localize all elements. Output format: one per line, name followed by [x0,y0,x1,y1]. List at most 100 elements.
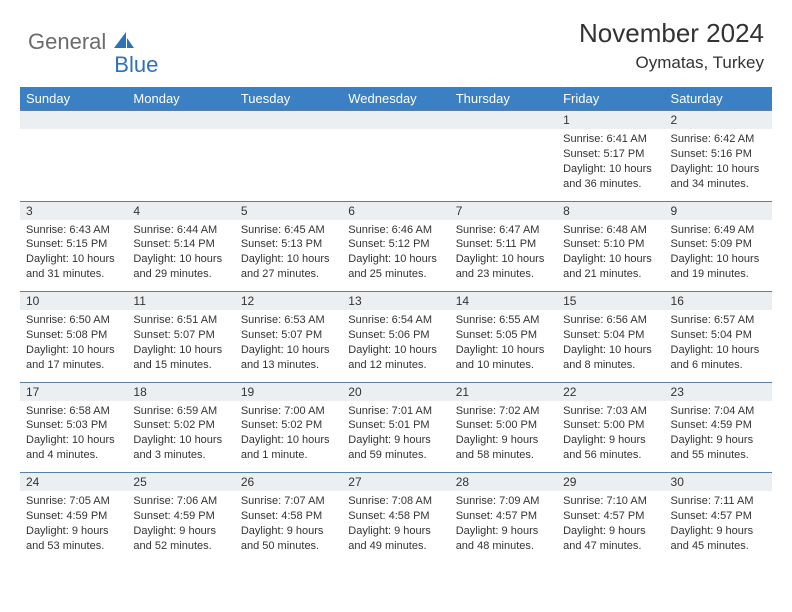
sunrise-text: Sunrise: 6:51 AM [133,313,228,328]
day-number-cell: 19 [235,382,342,401]
day-number-row: 17181920212223 [20,382,772,401]
logo-text-general: General [28,29,106,55]
day-number-cell: 8 [557,201,664,220]
sunset-text: Sunset: 5:02 PM [241,418,336,433]
sunrise-text: Sunrise: 6:57 AM [671,313,766,328]
daylight-text: Daylight: 10 hours and 6 minutes. [671,343,766,373]
daylight-text: Daylight: 10 hours and 4 minutes. [26,433,121,463]
day-content-cell [450,129,557,201]
sunset-text: Sunset: 5:07 PM [241,328,336,343]
day-number-cell: 4 [127,201,234,220]
sunset-text: Sunset: 4:57 PM [456,509,551,524]
sunrise-text: Sunrise: 7:01 AM [348,404,443,419]
day-content-cell: Sunrise: 6:54 AMSunset: 5:06 PMDaylight:… [342,310,449,382]
day-content-cell: Sunrise: 6:53 AMSunset: 5:07 PMDaylight:… [235,310,342,382]
day-number-cell: 30 [665,473,772,492]
sunset-text: Sunset: 5:13 PM [241,237,336,252]
sunrise-text: Sunrise: 7:03 AM [563,404,658,419]
day-content-cell: Sunrise: 6:44 AMSunset: 5:14 PMDaylight:… [127,220,234,292]
daylight-text: Daylight: 9 hours and 50 minutes. [241,524,336,554]
day-content-cell [342,129,449,201]
day-content-cell: Sunrise: 6:46 AMSunset: 5:12 PMDaylight:… [342,220,449,292]
day-content-cell: Sunrise: 6:43 AMSunset: 5:15 PMDaylight:… [20,220,127,292]
daylight-text: Daylight: 9 hours and 58 minutes. [456,433,551,463]
daylight-text: Daylight: 10 hours and 23 minutes. [456,252,551,282]
sunset-text: Sunset: 5:10 PM [563,237,658,252]
daylight-text: Daylight: 10 hours and 10 minutes. [456,343,551,373]
sunrise-text: Sunrise: 7:02 AM [456,404,551,419]
day-number-cell: 24 [20,473,127,492]
daylight-text: Daylight: 9 hours and 49 minutes. [348,524,443,554]
day-content-cell: Sunrise: 6:55 AMSunset: 5:05 PMDaylight:… [450,310,557,382]
daylight-text: Daylight: 9 hours and 59 minutes. [348,433,443,463]
day-number-cell: 9 [665,201,772,220]
sunset-text: Sunset: 5:16 PM [671,147,766,162]
sunrise-text: Sunrise: 6:54 AM [348,313,443,328]
sunrise-text: Sunrise: 6:48 AM [563,223,658,238]
sunrise-text: Sunrise: 6:53 AM [241,313,336,328]
daylight-text: Daylight: 10 hours and 25 minutes. [348,252,443,282]
daylight-text: Daylight: 10 hours and 19 minutes. [671,252,766,282]
sunset-text: Sunset: 5:02 PM [133,418,228,433]
day-content-cell: Sunrise: 6:47 AMSunset: 5:11 PMDaylight:… [450,220,557,292]
day-number-row: 3456789 [20,201,772,220]
sunset-text: Sunset: 5:05 PM [456,328,551,343]
weekday-header: Sunday [20,87,127,111]
sunrise-text: Sunrise: 7:11 AM [671,494,766,509]
day-content-cell: Sunrise: 6:48 AMSunset: 5:10 PMDaylight:… [557,220,664,292]
day-content-cell: Sunrise: 6:58 AMSunset: 5:03 PMDaylight:… [20,401,127,473]
sunset-text: Sunset: 4:58 PM [348,509,443,524]
sunset-text: Sunset: 5:07 PM [133,328,228,343]
daylight-text: Daylight: 10 hours and 34 minutes. [671,162,766,192]
day-number-cell: 21 [450,382,557,401]
sunset-text: Sunset: 5:12 PM [348,237,443,252]
daylight-text: Daylight: 9 hours and 55 minutes. [671,433,766,463]
sunrise-text: Sunrise: 7:05 AM [26,494,121,509]
day-number-cell: 11 [127,292,234,311]
day-number-row: 10111213141516 [20,292,772,311]
location: Oymatas, Turkey [579,53,764,73]
day-number-cell [127,111,234,130]
sunset-text: Sunset: 5:09 PM [671,237,766,252]
daylight-text: Daylight: 10 hours and 29 minutes. [133,252,228,282]
day-content-cell: Sunrise: 6:50 AMSunset: 5:08 PMDaylight:… [20,310,127,382]
sunset-text: Sunset: 5:08 PM [26,328,121,343]
day-number-cell [450,111,557,130]
day-content-row: Sunrise: 6:58 AMSunset: 5:03 PMDaylight:… [20,401,772,473]
sunrise-text: Sunrise: 7:04 AM [671,404,766,419]
daylight-text: Daylight: 10 hours and 13 minutes. [241,343,336,373]
day-content-row: Sunrise: 6:43 AMSunset: 5:15 PMDaylight:… [20,220,772,292]
day-number-cell: 27 [342,473,449,492]
day-content-cell: Sunrise: 7:07 AMSunset: 4:58 PMDaylight:… [235,491,342,563]
day-number-cell: 13 [342,292,449,311]
day-content-cell [127,129,234,201]
sunrise-text: Sunrise: 6:46 AM [348,223,443,238]
day-content-row: Sunrise: 6:50 AMSunset: 5:08 PMDaylight:… [20,310,772,382]
weekday-header: Thursday [450,87,557,111]
daylight-text: Daylight: 9 hours and 48 minutes. [456,524,551,554]
day-content-cell: Sunrise: 6:45 AMSunset: 5:13 PMDaylight:… [235,220,342,292]
sunrise-text: Sunrise: 6:59 AM [133,404,228,419]
sunrise-text: Sunrise: 7:08 AM [348,494,443,509]
weekday-header: Friday [557,87,664,111]
day-number-cell: 20 [342,382,449,401]
day-number-cell: 17 [20,382,127,401]
day-content-cell: Sunrise: 7:05 AMSunset: 4:59 PMDaylight:… [20,491,127,563]
day-content-cell: Sunrise: 7:09 AMSunset: 4:57 PMDaylight:… [450,491,557,563]
sunset-text: Sunset: 4:57 PM [563,509,658,524]
daylight-text: Daylight: 10 hours and 31 minutes. [26,252,121,282]
sunset-text: Sunset: 5:04 PM [671,328,766,343]
sunrise-text: Sunrise: 6:45 AM [241,223,336,238]
day-content-cell: Sunrise: 7:06 AMSunset: 4:59 PMDaylight:… [127,491,234,563]
title-block: November 2024 Oymatas, Turkey [579,18,764,73]
day-content-cell: Sunrise: 7:03 AMSunset: 5:00 PMDaylight:… [557,401,664,473]
day-number-row: 24252627282930 [20,473,772,492]
sunset-text: Sunset: 4:59 PM [26,509,121,524]
sunset-text: Sunset: 5:17 PM [563,147,658,162]
weekday-header: Tuesday [235,87,342,111]
day-content-cell: Sunrise: 7:01 AMSunset: 5:01 PMDaylight:… [342,401,449,473]
sunset-text: Sunset: 5:00 PM [563,418,658,433]
day-number-cell: 10 [20,292,127,311]
day-number-cell: 29 [557,473,664,492]
sunset-text: Sunset: 4:59 PM [671,418,766,433]
